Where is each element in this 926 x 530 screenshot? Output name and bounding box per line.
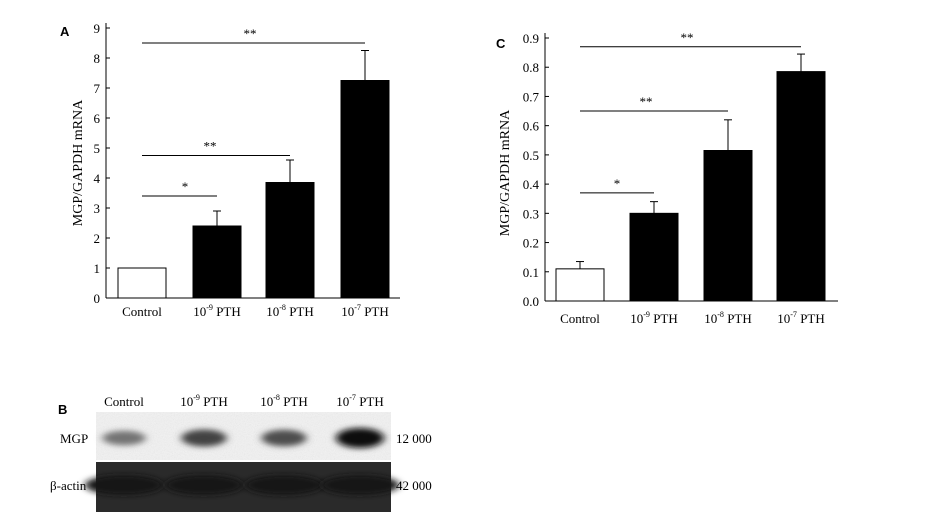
y-tick-label: 0 <box>94 291 101 306</box>
blot-band <box>102 430 146 446</box>
category-label-2: 10-9 PTH <box>630 310 678 326</box>
lane-label-4: 10-7 PTH <box>336 393 384 409</box>
category-label-4-unit: PTH <box>797 311 825 326</box>
panel-label-c: C <box>496 36 506 51</box>
bar-2 <box>629 212 679 302</box>
category-label-3: 10-8 PTH <box>266 303 314 319</box>
lane-label-3-exponent: -8 <box>273 393 280 402</box>
significance-marker: ** <box>204 139 217 154</box>
category-label-3-base: 10 <box>266 304 279 319</box>
category-label-3-unit: PTH <box>286 304 314 319</box>
y-axis-label: MGP/GAPDH mRNA <box>71 99 86 226</box>
lane-label-1-base: Control <box>104 394 144 409</box>
blot-row-label: β-actin <box>50 478 87 493</box>
bar-1 <box>117 267 167 299</box>
lane-label-2-unit: PTH <box>200 394 228 409</box>
significance-marker: ** <box>244 26 257 41</box>
category-label-1-base: Control <box>560 311 600 326</box>
lane-label-4-exponent: -7 <box>349 393 356 402</box>
significance-marker: * <box>182 179 189 194</box>
blot-band <box>336 428 384 448</box>
category-label-2-base: 10 <box>630 311 643 326</box>
lane-label-2: 10-9 PTH <box>180 393 228 409</box>
y-tick-label: 0.9 <box>523 31 539 46</box>
blot-band <box>165 475 243 495</box>
category-label-4-exponent: -7 <box>354 303 361 312</box>
lane-label-1: Control <box>104 394 144 409</box>
lane-label-3-base: 10 <box>260 394 273 409</box>
category-label-3-exponent: -8 <box>279 303 286 312</box>
y-tick-label: 9 <box>94 21 101 36</box>
blot-band <box>261 429 307 447</box>
category-label-3-unit: PTH <box>724 311 752 326</box>
y-tick-label: 8 <box>94 51 101 66</box>
blot-band <box>321 475 399 495</box>
category-label-3-base: 10 <box>704 311 717 326</box>
blot-band <box>181 429 227 447</box>
y-tick-label: 0.6 <box>523 119 540 134</box>
chart-c: 0.0 0.1 0.2 0.3 0.4 0.5 0.6 0.7 0.8 0.9 MGP/GAPDH … <box>498 30 838 326</box>
lane-label-3-unit: PTH <box>280 394 308 409</box>
category-label-2-unit: PTH <box>650 311 678 326</box>
y-tick-label: 0.3 <box>523 206 539 221</box>
y-tick-label: 0.7 <box>523 89 540 104</box>
category-label-2-base: 10 <box>193 304 206 319</box>
category-label-3-exponent: -8 <box>717 310 724 319</box>
category-label-3: 10-8 PTH <box>704 310 752 326</box>
category-label-4-base: 10 <box>341 304 354 319</box>
molecular-weight-label: 12 000 <box>396 431 432 446</box>
category-label-4-base: 10 <box>777 311 790 326</box>
category-label-2-exponent: -9 <box>643 310 650 319</box>
y-tick-label: 7 <box>94 81 101 96</box>
category-label-4: 10-7 PTH <box>341 303 389 319</box>
panel-label-b: B <box>58 402 67 417</box>
y-tick-label: 0.0 <box>523 294 539 309</box>
y-tick-label: 5 <box>94 141 101 156</box>
y-tick-label: 0.1 <box>523 265 539 280</box>
y-tick-label: 0.5 <box>523 148 539 163</box>
y-tick-label: 0.8 <box>523 60 539 75</box>
y-tick-label: 6 <box>94 111 101 126</box>
lane-label-4-base: 10 <box>336 394 349 409</box>
bar-4 <box>340 80 390 299</box>
category-label-2-unit: PTH <box>213 304 241 319</box>
y-tick-label: 0.4 <box>523 177 540 192</box>
category-label-4: 10-7 PTH <box>777 310 825 326</box>
category-label-2: 10-9 PTH <box>193 303 241 319</box>
significance-marker: ** <box>640 94 653 109</box>
blot-band <box>85 475 163 495</box>
category-label-4-unit: PTH <box>361 304 389 319</box>
y-tick-label: 1 <box>94 261 101 276</box>
lane-label-2-exponent: -9 <box>193 393 200 402</box>
lane-label-2-base: 10 <box>180 394 193 409</box>
lane-label-4-unit: PTH <box>356 394 384 409</box>
blot-band <box>245 475 323 495</box>
category-label-1-base: Control <box>122 304 162 319</box>
lane-label-3: 10-8 PTH <box>260 393 308 409</box>
category-label-4-exponent: -7 <box>790 310 797 319</box>
y-axis-label: MGP/GAPDH mRNA <box>498 109 513 236</box>
panel-label-a: A <box>60 24 70 39</box>
y-tick-label: 0.2 <box>523 236 539 251</box>
category-label-1: Control <box>560 311 600 326</box>
blot-row-label: MGP <box>60 431 88 446</box>
significance-marker: ** <box>681 30 694 45</box>
bar-3 <box>265 182 315 299</box>
category-label-2-exponent: -9 <box>206 303 213 312</box>
y-tick-label: 3 <box>94 201 101 216</box>
bar-3 <box>703 150 753 302</box>
y-tick-label: 4 <box>94 171 101 186</box>
significance-marker: * <box>614 176 621 191</box>
y-tick-label: 2 <box>94 231 101 246</box>
bar-4 <box>776 71 826 302</box>
category-label-1: Control <box>122 304 162 319</box>
molecular-weight-label: 42 000 <box>396 478 432 493</box>
bar-1 <box>555 268 605 302</box>
bar-2 <box>192 225 242 299</box>
